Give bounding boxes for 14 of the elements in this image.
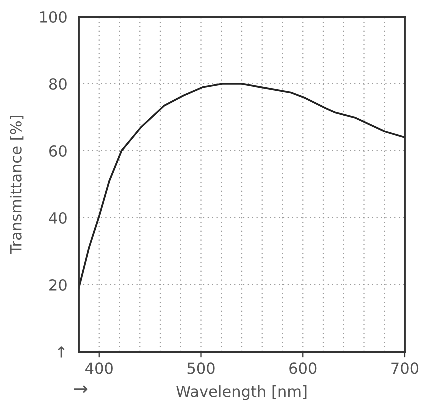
x-tick-label: 700 — [392, 362, 419, 374]
text: → — [74, 386, 88, 394]
y-tick-label: ↑ — [58, 346, 65, 358]
y-tick-label: 20 — [50, 279, 67, 292]
x-tick-label: 600 — [290, 362, 317, 374]
y-tick-label: 40 — [49, 212, 67, 224]
y-tick-label: 80 — [49, 78, 67, 90]
line-series — [79, 83, 405, 290]
x-tick-label: 500 — [188, 362, 215, 374]
y-axis-title: Transmittance [%] — [10, 116, 24, 254]
y-tick-label: 100 — [40, 11, 67, 24]
x-axis-title: Wavelength [nm] — [176, 386, 307, 400]
y-tick-label: 60 — [50, 145, 67, 158]
x-tick-label: 400 — [86, 362, 113, 374]
